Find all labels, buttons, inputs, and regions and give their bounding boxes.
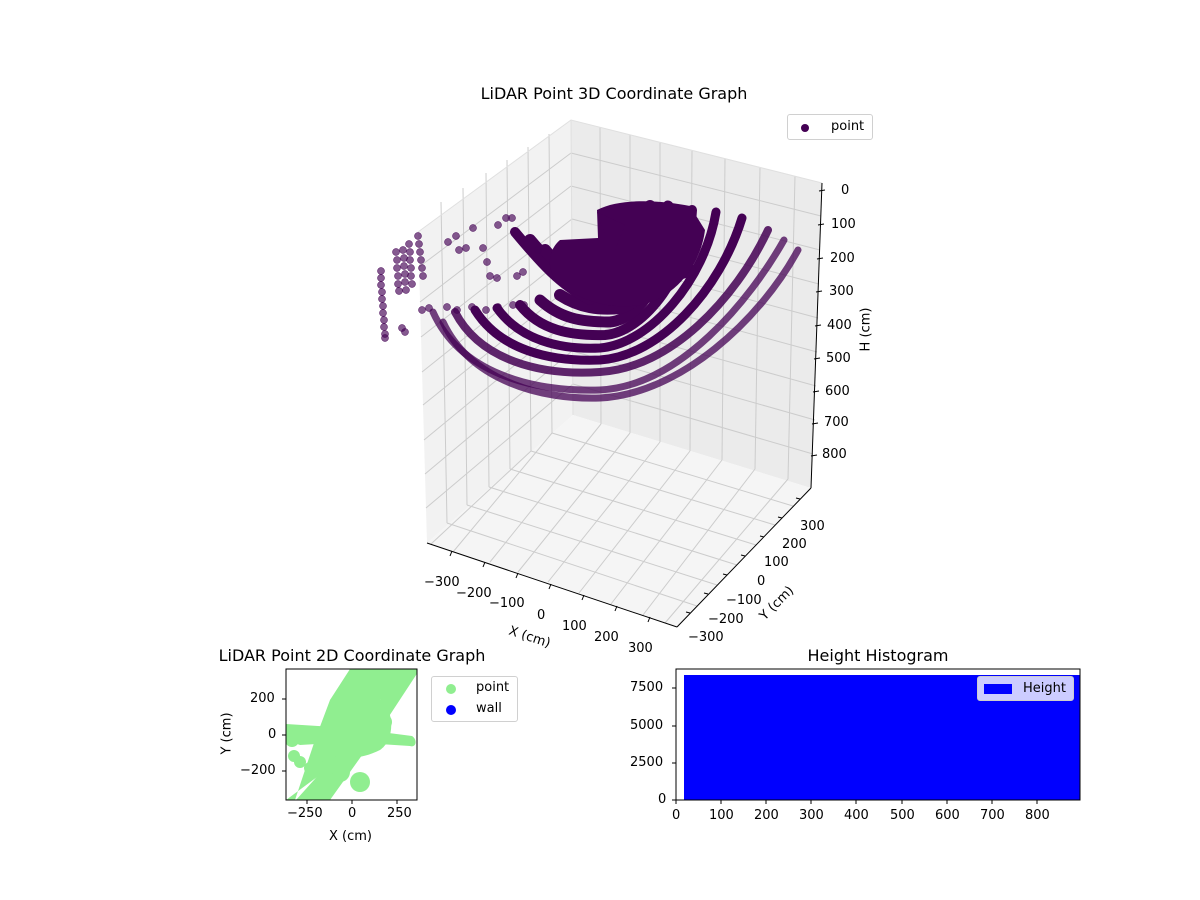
- plot2d-x-tick: 250: [387, 806, 412, 821]
- plot2d-y-tick: 200: [250, 691, 275, 706]
- y-tick: 0: [658, 792, 667, 807]
- y-tick: 5000: [630, 718, 664, 733]
- legend-marker-point: [801, 124, 809, 132]
- x-tick: 100: [709, 808, 734, 823]
- legend-label-point: point: [476, 680, 510, 695]
- z-tick: 500: [826, 351, 851, 366]
- plot3d-legend: point: [787, 114, 873, 140]
- y-tick: 100: [764, 555, 789, 570]
- x-tick: 400: [844, 808, 869, 823]
- y-tick: 2500: [630, 755, 664, 770]
- x-tick: 600: [935, 808, 960, 823]
- y-tick: −100: [726, 593, 762, 608]
- hist-axes-frame: [675, 668, 1081, 801]
- y-tick: 0: [757, 574, 766, 589]
- x-tick: 0: [672, 808, 681, 823]
- legend-label-point: point: [831, 119, 865, 134]
- y-tick: 200: [782, 537, 807, 552]
- plot2d-points: [286, 669, 417, 800]
- x-tick: −300: [424, 575, 460, 590]
- y-tick: −300: [688, 630, 724, 645]
- plot2d-x-tick: 0: [348, 806, 357, 821]
- x-tick: 200: [594, 630, 619, 645]
- plot3d-dense-core: [549, 201, 705, 307]
- x-tick: 800: [1025, 808, 1050, 823]
- hist-title: Height Histogram: [807, 646, 949, 665]
- x-tick: 300: [799, 808, 824, 823]
- hist-legend: Height: [977, 676, 1074, 701]
- x-tick: 0: [537, 608, 546, 623]
- x-tick: 200: [754, 808, 779, 823]
- plot2d-title: LiDAR Point 2D Coordinate Graph: [218, 646, 486, 665]
- z-tick: 600: [825, 384, 850, 399]
- x-tick: 500: [890, 808, 915, 823]
- plot3d-title: LiDAR Point 3D Coordinate Graph: [480, 84, 748, 103]
- x-tick: −100: [489, 596, 525, 611]
- x-tick: 300: [628, 641, 653, 656]
- legend-label-wall: wall: [476, 701, 502, 716]
- z-tick: 400: [827, 318, 852, 333]
- legend-marker-height: [984, 684, 1012, 694]
- plot2d-legend: point wall: [431, 676, 518, 722]
- plot2d-xlabel: X (cm): [329, 829, 372, 844]
- plot3d-axes: [426, 182, 826, 628]
- legend-label-height: Height: [1023, 681, 1066, 696]
- z-tick: 300: [829, 284, 854, 299]
- plot3d-scatter-points: [377, 214, 542, 342]
- y-tick: 300: [800, 519, 825, 534]
- plot2d-y-tick: −200: [240, 763, 276, 778]
- x-tick: 700: [980, 808, 1005, 823]
- z-tick: 200: [830, 251, 855, 266]
- plot2d-x-tick: −250: [287, 806, 323, 821]
- y-tick: −200: [708, 612, 744, 627]
- z-tick: 100: [831, 217, 856, 232]
- y-tick: 7500: [630, 680, 664, 695]
- z-tick: 0: [841, 183, 850, 198]
- legend-marker-wall: [446, 705, 456, 715]
- z-tick: 700: [824, 415, 849, 430]
- x-tick: 100: [562, 619, 587, 634]
- plot2d-y-tick: 0: [268, 727, 277, 742]
- legend-marker-point: [446, 684, 456, 694]
- plot3d-grid: [418, 126, 822, 624]
- z-tick: 800: [822, 447, 847, 462]
- x-tick: −200: [456, 586, 492, 601]
